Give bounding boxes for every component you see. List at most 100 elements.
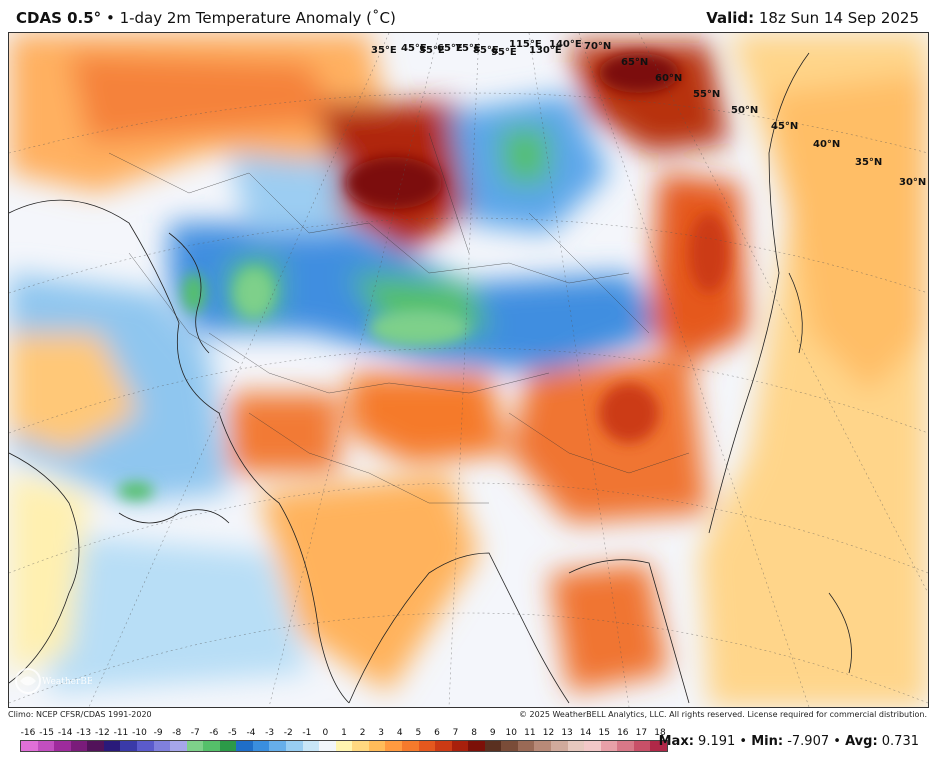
- legend-swatch: [319, 741, 336, 751]
- legend-swatch: [136, 741, 154, 751]
- lon-label: 55°E: [419, 45, 445, 56]
- legend-tick-label: 16: [617, 728, 629, 738]
- legend-swatch: [352, 741, 369, 751]
- legend-tick-label: -5: [227, 728, 237, 738]
- legend-tick-label: -9: [153, 728, 163, 738]
- legend-tick-label: -14: [57, 728, 73, 738]
- color-legend-labels: -16 -15 -14 -13 -12 -11 -10 -9 -8 -7 -6 -5 -4 -3 -2 -1 0…: [20, 728, 668, 740]
- lat-label: 70°N: [584, 41, 611, 52]
- map-canvas: 35°E 45°E 55°E 65°E 75°E 85°E 95°E 115°E…: [9, 33, 928, 707]
- lat-label: 55°N: [693, 89, 720, 100]
- lon-label: 140°E: [549, 39, 582, 50]
- lon-label: 95°E: [491, 47, 517, 58]
- lon-label: 115°E: [509, 39, 542, 50]
- lat-label: 65°N: [621, 57, 648, 68]
- legend-tick-label: 18: [654, 728, 666, 738]
- legend-tick-label: 15: [598, 728, 610, 738]
- legend-tick-label: -8: [172, 728, 182, 738]
- legend-swatch: [37, 741, 55, 751]
- legend-swatch: [385, 741, 402, 751]
- lon-label: 130°E: [529, 45, 562, 56]
- max-label: Max:: [658, 734, 694, 749]
- legend-swatch: [54, 741, 71, 751]
- legend-swatch: [517, 741, 535, 751]
- stats-sep: •: [735, 734, 752, 749]
- min-label: Min:: [751, 734, 784, 749]
- legend-tick-label: -1: [302, 728, 312, 738]
- legend-tick-label: -7: [190, 728, 200, 738]
- legend-tick-label: 8: [471, 728, 477, 738]
- lon-label: 75°E: [455, 43, 481, 54]
- stats-sep: •: [829, 734, 846, 749]
- legend-tick-label: -4: [246, 728, 256, 738]
- lat-label: 30°N: [899, 177, 926, 188]
- legend-tick-label: 10: [505, 728, 518, 738]
- legend-swatch: [435, 741, 452, 751]
- legend-tick-label: -3: [265, 728, 275, 738]
- climo-note: Climo: NCEP CFSR/CDAS 1991-2020: [8, 710, 152, 719]
- legend-tick-label: -10: [132, 728, 147, 738]
- legend-swatch: [551, 741, 568, 751]
- legend-tick-label: -12: [94, 728, 110, 738]
- legend-swatch: [252, 741, 270, 751]
- legend-tick-label: 13: [561, 728, 573, 738]
- weatherbell-logo: WeatherBELL: [15, 668, 92, 694]
- field-stats: Max: 9.191 • Min: -7.907 • Avg: 0.731: [659, 734, 919, 749]
- anomaly-field: [9, 33, 928, 707]
- legend-swatch: [203, 741, 220, 751]
- legend-swatch: [335, 741, 353, 751]
- title-separator: •: [101, 9, 120, 27]
- legend-tick-label: 0: [322, 728, 329, 738]
- legend-swatch: [368, 741, 386, 751]
- legend-swatch: [236, 741, 253, 751]
- legend-tick-label: 7: [452, 728, 459, 738]
- avg-label: Avg:: [845, 734, 878, 749]
- legend-swatch: [534, 741, 551, 751]
- legend-swatch: [269, 741, 286, 751]
- legend-tick-label: 2: [359, 728, 366, 738]
- min-value: -7.907: [787, 734, 830, 749]
- lat-label: 60°N: [655, 73, 682, 84]
- lon-label: 35°E: [371, 45, 397, 56]
- legend-swatch: [302, 741, 320, 751]
- legend-tick-label: 1: [341, 728, 347, 738]
- legend-swatch: [468, 741, 485, 751]
- model-name: CDAS 0.5°: [16, 9, 102, 27]
- legend-tick-label: 9: [489, 728, 496, 738]
- legend-tick-label: -13: [76, 728, 92, 738]
- legend-swatch: [451, 741, 469, 751]
- lat-label: 45°N: [771, 121, 798, 132]
- legend-swatch: [87, 741, 104, 751]
- legend-swatch: [484, 741, 502, 751]
- legend-tick-label: -2: [283, 728, 293, 738]
- lat-label: 40°N: [813, 139, 840, 150]
- legend-swatch: [286, 741, 303, 751]
- color-legend: -16 -15 -14 -13 -12 -11 -10 -9 -8 -7 -6 -5 -4 -3 -2 -1 0…: [20, 728, 668, 754]
- lat-label: 50°N: [731, 105, 758, 116]
- legend-tick-label: 5: [415, 728, 422, 738]
- legend-tick-label: 6: [434, 728, 440, 738]
- legend-tick-label: -16: [20, 728, 36, 738]
- legend-swatch: [501, 741, 518, 751]
- lon-label: 85°E: [473, 45, 499, 56]
- lon-label: 65°E: [437, 43, 463, 54]
- legend-swatch: [650, 741, 667, 751]
- legend-swatch: [584, 741, 601, 751]
- lon-labels: 35°E 45°E 55°E 65°E 75°E 85°E 95°E 115°E…: [371, 39, 582, 58]
- product-name: 1-day 2m Temperature Anomaly (˚C): [119, 9, 396, 27]
- legend-swatch: [617, 741, 634, 751]
- max-value: 9.191: [698, 734, 736, 749]
- avg-value: 0.731: [881, 734, 919, 749]
- legend-swatch: [401, 741, 419, 751]
- lat-label: 35°N: [855, 157, 882, 168]
- lat-labels: 70°N 65°N 60°N 55°N 50°N 45°N 40°N 35°N …: [584, 41, 926, 188]
- legend-swatch: [600, 741, 618, 751]
- color-legend-swatches: [20, 740, 668, 752]
- valid-label: Valid:: [706, 9, 755, 27]
- graticule: [9, 33, 928, 707]
- legend-tick-label: -15: [39, 728, 54, 738]
- legend-swatch: [153, 741, 171, 751]
- legend-tick-label: 11: [524, 728, 536, 738]
- logo-text: WeatherBELL: [42, 677, 92, 687]
- legend-swatch: [418, 741, 436, 751]
